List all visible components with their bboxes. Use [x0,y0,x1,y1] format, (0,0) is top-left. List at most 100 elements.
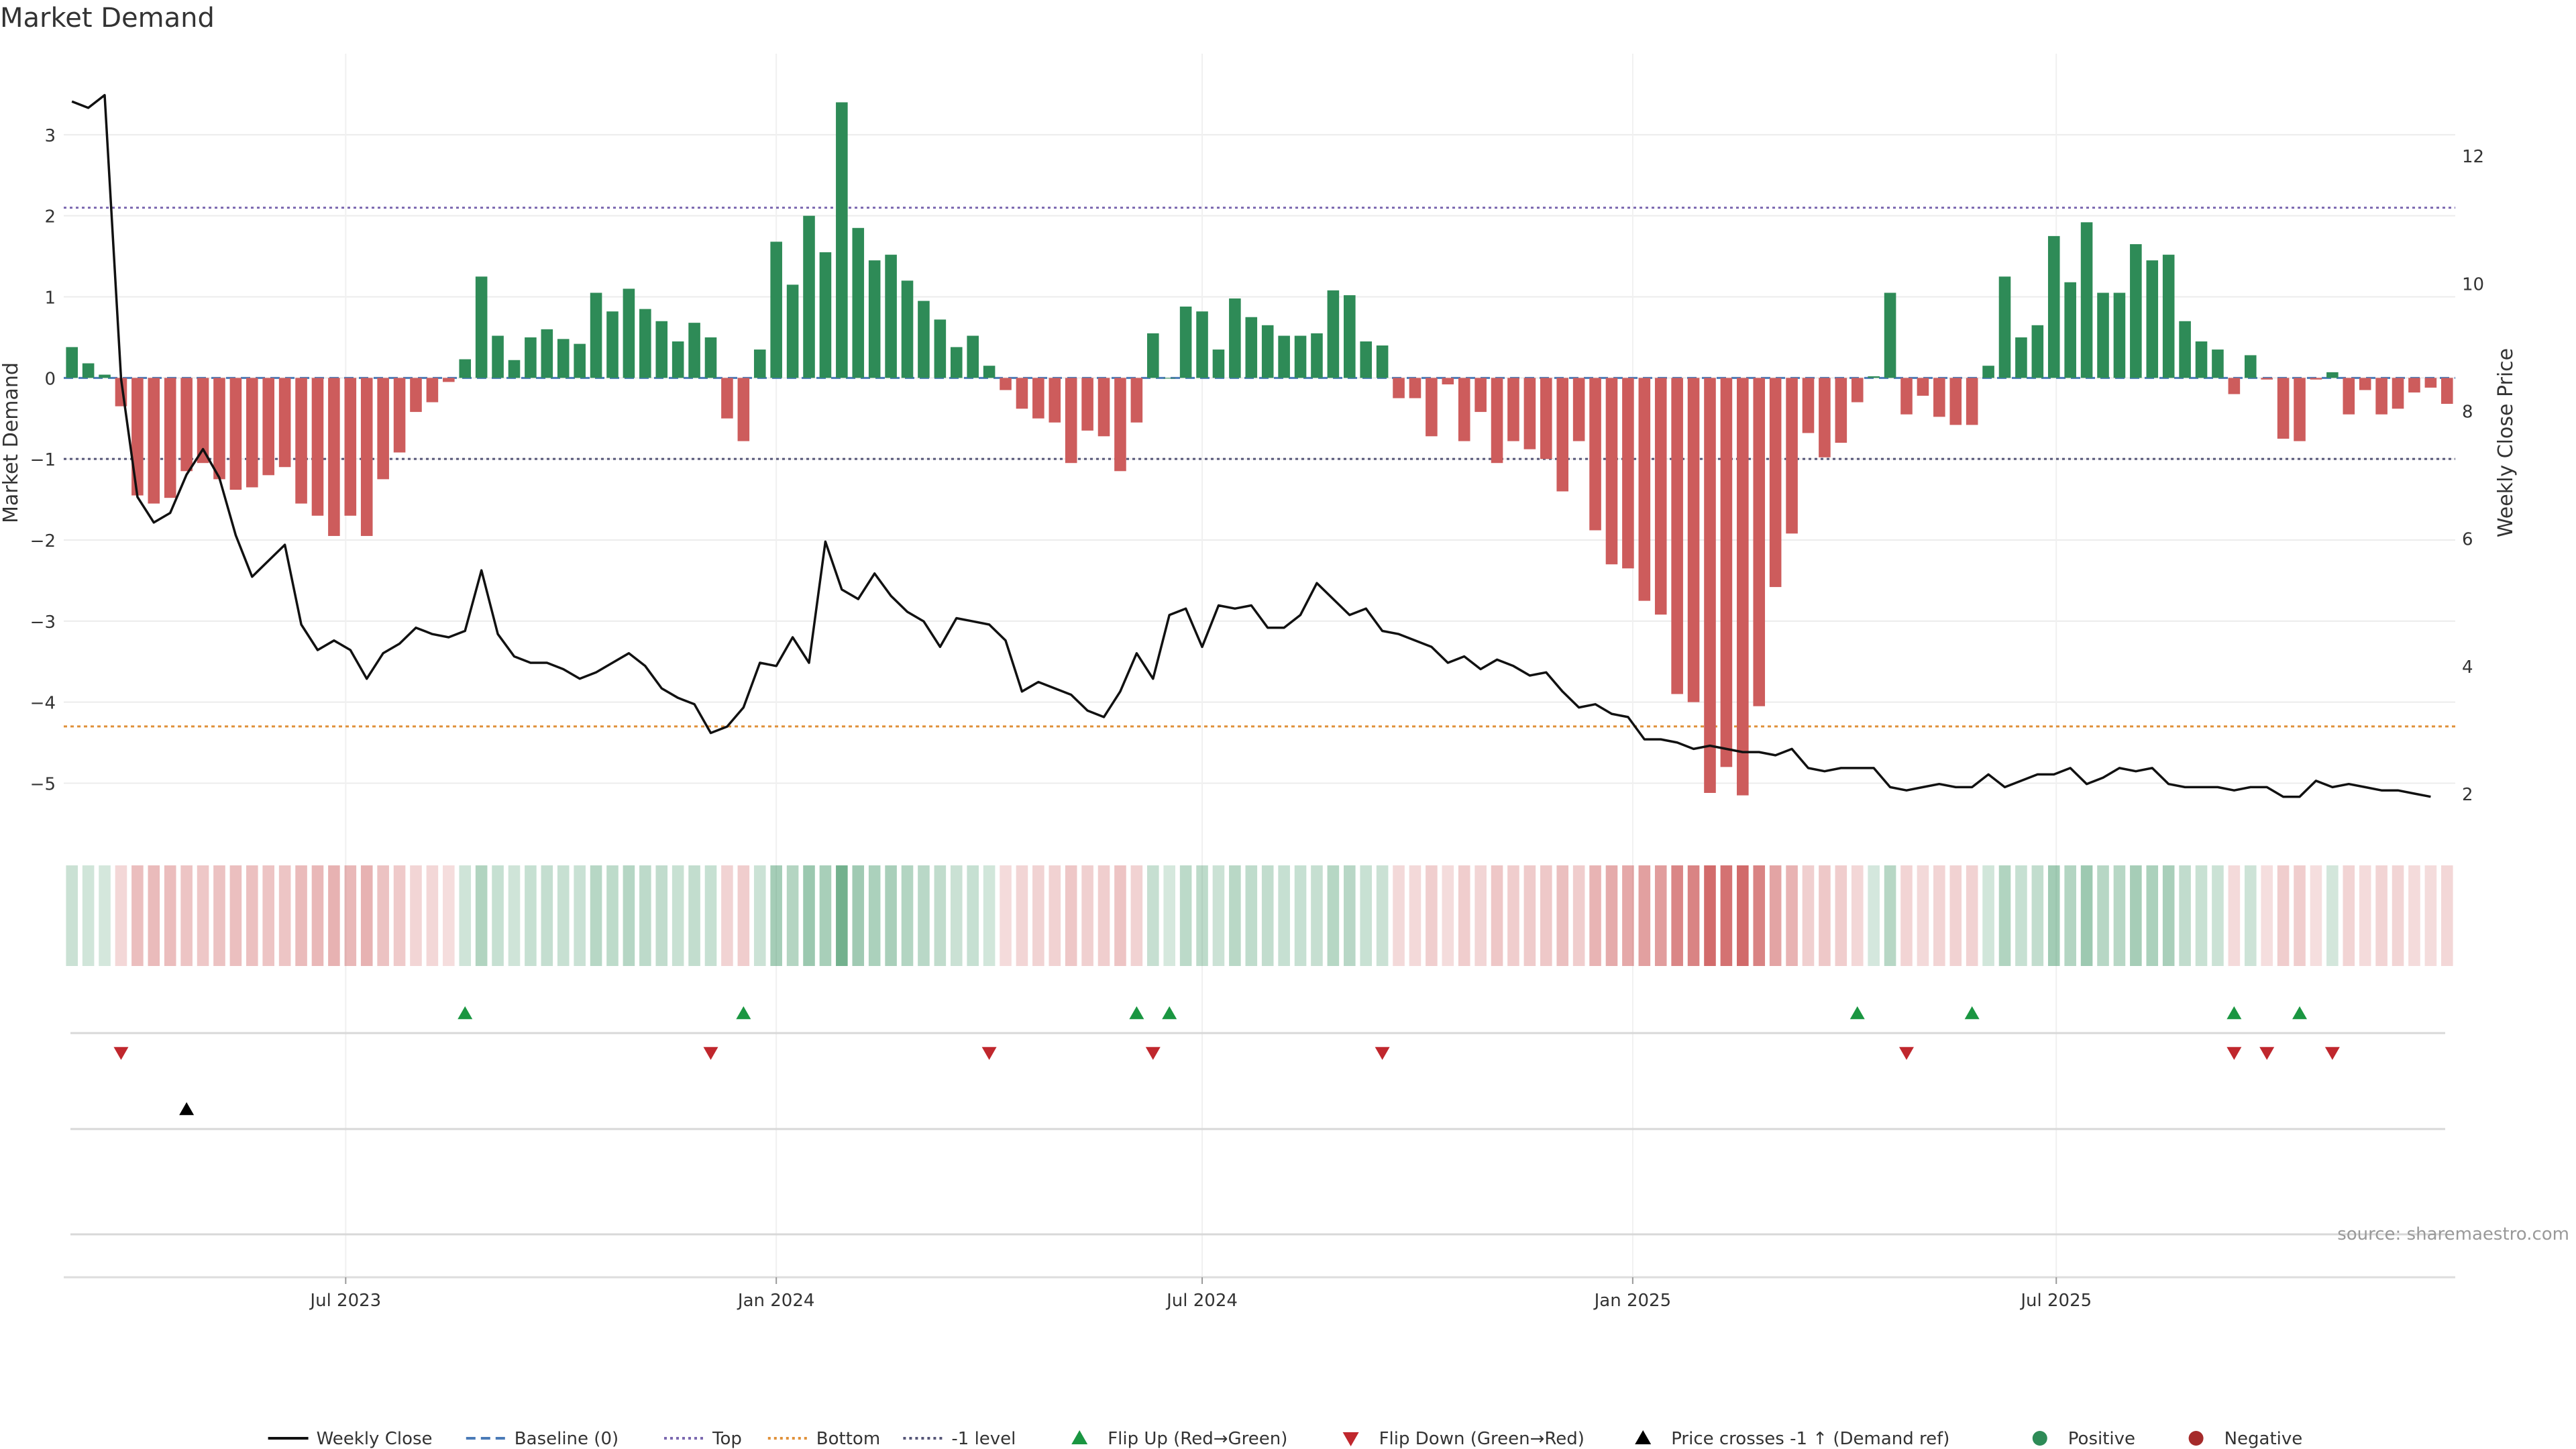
demand-bar-negative [229,378,242,490]
demand-bar-positive [2130,244,2142,378]
y-tick-label: −4 [30,694,56,714]
heat-cell [278,865,291,966]
demand-bar-positive [868,260,881,378]
demand-bar-negative [1114,378,1126,472]
demand-bar-positive [901,280,914,378]
demand-bar-positive [606,311,619,378]
heat-cell [197,865,209,966]
demand-bar-positive [918,301,930,378]
heat-cell [2228,865,2241,966]
heat-cell [1032,865,1044,966]
heat-cell [2424,865,2437,966]
heat-cell [99,865,111,966]
legend-swatch-triangle-up [1635,1430,1652,1444]
demand-bar-positive [1327,290,1340,378]
heat-cell [967,865,979,966]
heat-cell [721,865,733,966]
demand-bar-positive [1229,298,1241,378]
demand-bar-negative [1097,378,1110,437]
price-series [71,94,2431,798]
demand-bar-positive [492,335,504,378]
heat-cell [2064,865,2076,966]
heat-cell [148,865,160,966]
y-tick-label: −2 [30,531,56,551]
heat-cell [2162,865,2175,966]
heat-cell [344,865,357,966]
demand-bar-positive [819,252,832,378]
demand-bar-negative [2392,378,2404,409]
demand-bar-negative [1589,378,1601,531]
demand-bar-negative [410,378,422,413]
heat-cell [2244,865,2257,966]
demand-bar-negative [1000,378,1012,390]
flip-down-marker [1375,1046,1390,1060]
demand-bar-positive [2047,235,2060,378]
legend-swatch-circle [2032,1431,2047,1446]
y-tick-label: 0 [44,369,56,389]
demand-bar-positive [1868,376,1880,378]
legend-entry: Baseline (0) [466,1429,619,1449]
heat-cell [1933,865,1945,966]
heat-cell [66,865,78,966]
demand-bar-positive [1179,307,1192,378]
heat-cell [115,865,127,966]
demand-bar-positive [2146,260,2159,378]
demand-bar-negative [1540,378,1552,460]
heat-cell [1523,865,1536,966]
heat-cell [2130,865,2142,966]
heat-cell [2343,865,2355,966]
heat-cell [328,865,340,966]
heat-cell [164,865,176,966]
flip-up-marker [736,1006,751,1020]
demand-bar-negative [2408,378,2420,393]
heat-cell [82,865,95,966]
demand-bar-negative [1605,378,1618,565]
y-tick-label: −3 [30,612,56,633]
heat-cell [574,865,586,966]
demand-bar-negative [377,378,389,480]
demand-bar-positive [704,337,717,378]
flip-up-marker [458,1006,473,1020]
demand-bar-positive [2326,372,2339,378]
flip-down-marker [1899,1046,1915,1060]
demand-bar-positive [852,227,865,378]
heat-cell [1081,865,1093,966]
x-tick-label: Jul 2023 [309,1291,381,1311]
heat-cell [2015,865,2027,966]
demand-bar-positive [950,347,963,378]
demand-bar-positive [803,215,815,378]
demand-bar-negative [1900,378,1913,415]
demand-bar-negative [2343,378,2355,415]
demand-bar-positive [2195,341,2208,378]
demand-bar-positive [885,254,897,378]
demand-bar-negative [1966,378,1978,425]
demand-bar-positive [574,343,586,378]
demand-bar-negative [1917,378,1929,396]
heat-cell [1409,865,1421,966]
heat-cell [2261,865,2273,966]
demand-bar-negative [1802,378,1815,433]
heat-cell [1016,865,1028,966]
heat-cell [1245,865,1258,966]
heat-cell [377,865,389,966]
demand-bar-negative [311,378,324,516]
heat-cell [1884,865,1896,966]
heat-cell [2146,865,2159,966]
y2-tick-label: 10 [2462,274,2484,294]
legend-entry: Weekly Close [268,1429,433,1449]
flip-up-marker [1162,1006,1177,1020]
heat-cell [2212,865,2224,966]
heat-cell [1311,865,1323,966]
demand-bar-negative [2424,378,2437,388]
demand-bar-positive [1360,341,1373,378]
flip-down-marker [2226,1046,2242,1060]
heat-cell [2294,865,2306,966]
demand-bar-negative [1769,378,1782,588]
heat-cell [2392,865,2404,966]
heat-cell [803,865,815,966]
heat-cell [2310,865,2322,966]
demand-bar-negative [344,378,357,516]
demand-bar-negative [295,378,307,504]
legend-entry: Price crosses -1 ↑ (Demand ref) [1635,1429,1949,1449]
